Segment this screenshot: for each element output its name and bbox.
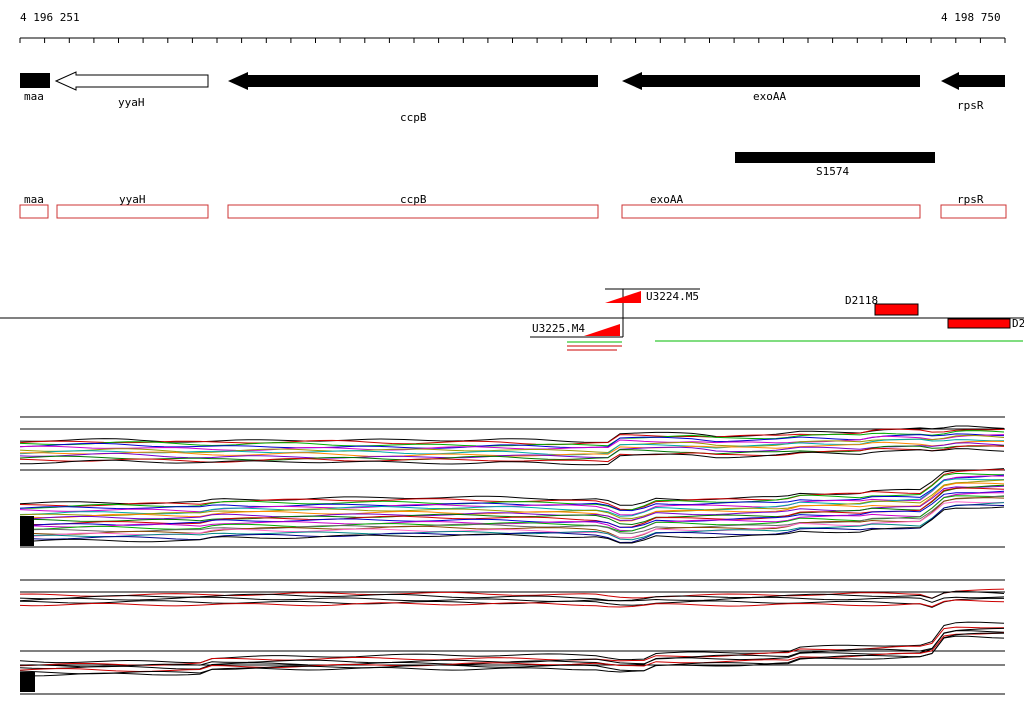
gene-arrow-ccpB[interactable] bbox=[228, 72, 598, 90]
segment-bar-S1574[interactable] bbox=[735, 152, 935, 163]
upper-band-2-series-15 bbox=[19, 497, 1005, 539]
upper-band-1-series-2 bbox=[19, 430, 1005, 447]
marker-block-icon bbox=[947, 318, 1011, 329]
upper-band-2-series-6 bbox=[19, 479, 1005, 520]
annotation-label-yyaH: yyaH bbox=[119, 193, 146, 206]
annotation-label-maa: maa bbox=[24, 193, 44, 206]
gene-arrow-yyaH[interactable] bbox=[54, 71, 209, 91]
upper-band-2-series-9 bbox=[20, 484, 1005, 526]
upper-band-2-series-13 bbox=[19, 495, 1005, 533]
upper-band-1-series-6 bbox=[19, 438, 1004, 456]
gene-label-maa: maa bbox=[24, 90, 44, 103]
upper-band-2-series-5 bbox=[19, 478, 1005, 517]
upper-band-1-series-3 bbox=[19, 433, 1005, 449]
marker-D2-right[interactable] bbox=[947, 318, 1011, 329]
upper-band-1-series-11 bbox=[20, 448, 1005, 466]
lower-band-1-series-0 bbox=[19, 588, 1005, 599]
marker-U3224-M5[interactable] bbox=[605, 288, 700, 318]
lower-band-1-series-3 bbox=[19, 597, 1005, 608]
marker-flag-icon bbox=[605, 291, 641, 303]
marker-label-U3224-M5: U3224.M5 bbox=[646, 290, 699, 303]
upper-band-2-series-10 bbox=[19, 487, 1005, 528]
gene-label-ccpB: ccpB bbox=[400, 111, 427, 124]
data-block-upper bbox=[20, 516, 34, 546]
marker-block-icon bbox=[874, 303, 919, 316]
lower-band-2-series-1 bbox=[19, 626, 1005, 667]
gene-label-rpsR: rpsR bbox=[957, 99, 984, 112]
lower-band-1-series-4 bbox=[19, 599, 1005, 608]
lower-band-2-series-3 bbox=[19, 630, 1005, 670]
ruler-end-coordinate: 4 198 750 bbox=[941, 11, 1001, 24]
upper-band-2 bbox=[19, 468, 1005, 544]
marker-D2118[interactable] bbox=[874, 303, 919, 316]
expression-curves bbox=[19, 425, 1005, 677]
ruler-start-coordinate: 4 196 251 bbox=[20, 11, 80, 24]
lower-band-1 bbox=[19, 588, 1005, 608]
lower-band-2-series-6 bbox=[19, 635, 1005, 677]
marker-U3225-M4[interactable] bbox=[530, 318, 624, 338]
lower-band-2 bbox=[19, 621, 1005, 677]
upper-band-1 bbox=[19, 425, 1005, 466]
upper-band-1-series-8 bbox=[19, 442, 1005, 459]
annotation-box-ccpB[interactable] bbox=[227, 204, 599, 219]
upper-band-2-series-0 bbox=[19, 468, 1005, 506]
lower-band-2-series-4 bbox=[19, 632, 1005, 673]
marker-label-U3225-M4: U3225.M4 bbox=[532, 322, 585, 335]
annotation-box-yyaH[interactable] bbox=[56, 204, 209, 219]
marker-flag-icon bbox=[584, 324, 620, 336]
lower-band-1-series-2 bbox=[19, 596, 1005, 603]
upper-band-2-series-14 bbox=[19, 495, 1005, 534]
upper-band-1-series-10 bbox=[19, 445, 1005, 463]
marker-label-D2118: D2118 bbox=[845, 294, 879, 307]
annotation-box-rpsR[interactable] bbox=[940, 204, 1007, 219]
gene-arrow-rpsR[interactable] bbox=[941, 72, 1005, 90]
marker-label-D2: D2 bbox=[1012, 317, 1024, 330]
upper-band-2-series-4 bbox=[19, 475, 1005, 516]
annotation-label-ccpB: ccpB bbox=[400, 193, 427, 206]
gene-box-maa[interactable] bbox=[20, 73, 50, 88]
upper-band-1-series-0 bbox=[19, 425, 1005, 443]
upper-band-2-series-2 bbox=[20, 472, 1005, 511]
gene-label-exoAA: exoAA bbox=[753, 90, 787, 103]
ruler-ticks bbox=[19, 38, 1006, 43]
upper-band-2-series-18 bbox=[19, 504, 1005, 544]
plot-gridlines bbox=[20, 416, 1005, 695]
lower-band-2-series-2 bbox=[19, 627, 1005, 668]
annotation-label-exoAA: exoAA bbox=[650, 193, 684, 206]
upper-band-2-series-19 bbox=[19, 506, 1005, 544]
lower-band-2-series-0 bbox=[19, 621, 1005, 664]
lower-band-1-series-1 bbox=[19, 590, 1005, 602]
upper-band-1-series-7 bbox=[19, 440, 1005, 457]
lower-band-2-series-5 bbox=[19, 632, 1005, 675]
gene-arrow-exoAA[interactable] bbox=[622, 72, 920, 90]
gene-label-yyaH: yyaH bbox=[118, 96, 145, 109]
data-block-lower bbox=[20, 672, 35, 692]
segment-label-S1574: S1574 bbox=[816, 165, 850, 178]
upper-band-2-series-12 bbox=[19, 492, 1004, 532]
upper-band-1-series-9 bbox=[19, 445, 1005, 461]
annotation-label-rpsR: rpsR bbox=[957, 193, 984, 206]
annotation-box-exoAA[interactable] bbox=[621, 204, 921, 219]
annotation-box-maa[interactable] bbox=[19, 204, 49, 219]
